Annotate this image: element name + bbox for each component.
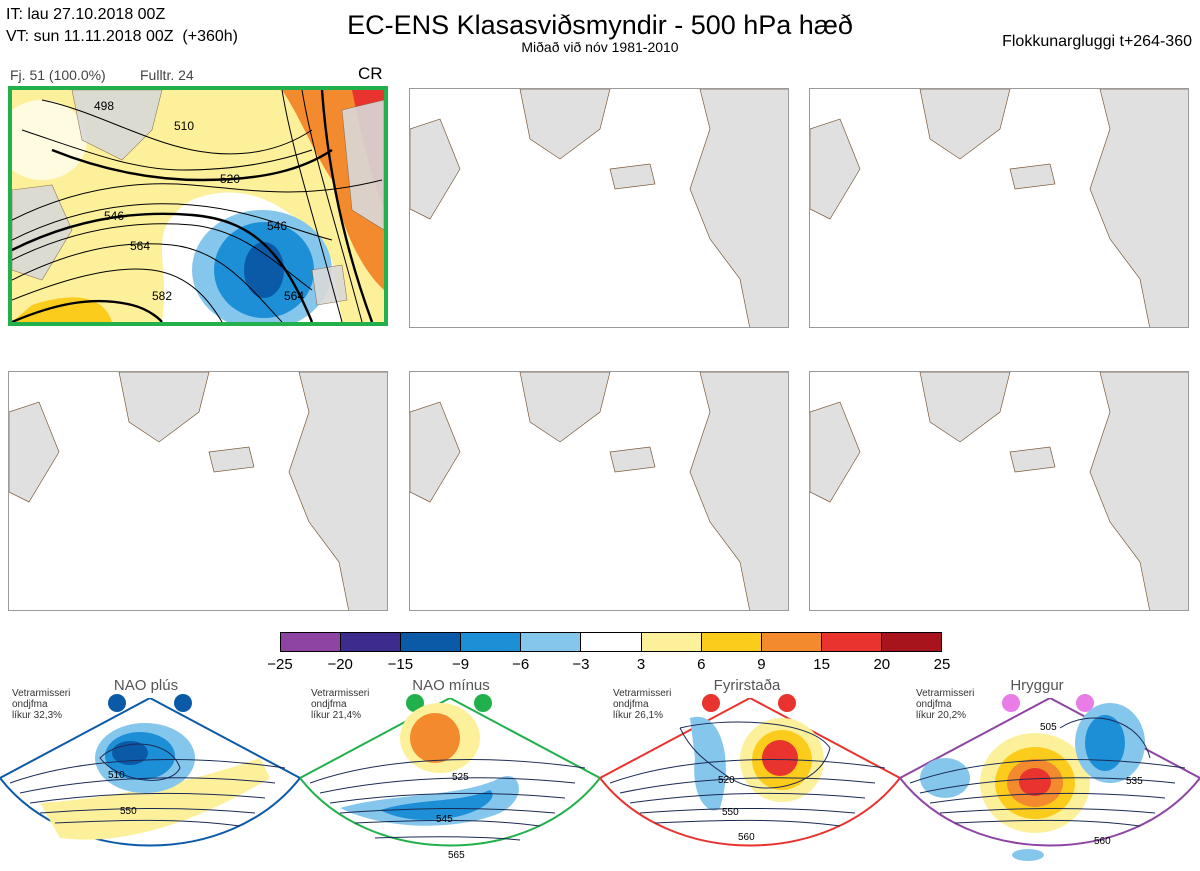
regime-dot [406,694,424,712]
cluster-map-panel[interactable]: 510 520 546 546 564 582 564 498 [8,86,388,326]
contour-label: 546 [104,209,124,223]
regime-title-blocking: Fyrirstaða [713,677,781,694]
colorbar-tick-label: 25 [933,656,951,673]
empty-map-panel [409,371,789,611]
colorbar-segment [821,633,882,651]
contour-label: 525 [452,772,469,783]
colorbar-tick-label: −9 [451,656,470,673]
contour-label: 510 [108,770,125,781]
regime-code: CR [358,64,383,83]
regime-note: Vetrarmisseri ondjfma líkur 20,2% [916,688,975,721]
contour-label: 505 [1040,722,1057,733]
regime-note: Vetrarmisseri ondjfma líkur 26,1% [613,688,672,721]
land-outline-map [810,89,1188,327]
contour-label: 510 [174,119,194,133]
colorbar-tick-label: −15 [387,656,414,673]
issue-time: IT: lau 27.10.2018 00Z [6,6,166,23]
colorbar-segment [521,633,582,651]
empty-map-panel [809,371,1189,611]
regime-map-nao-minus: 525 545 565 [300,698,600,861]
colorbar-tick-label: −20 [327,656,353,673]
colorbar-segment [581,633,642,651]
contour-label: 520 [220,172,240,186]
contour-label: 560 [1094,836,1111,847]
regime-title-nao-minus: NAO mínus [412,677,490,694]
contour-label: 546 [267,219,287,233]
regime-title-ridge: Hryggur [1010,677,1064,694]
cluster-anomaly-map: 510 520 546 546 564 582 564 498 [12,90,384,322]
page-subtitle: Miðað við nóv 1981-2010 [521,39,679,55]
anomaly-colorbar [280,632,942,652]
regime-dot [1076,694,1094,712]
contour-label: 520 [718,775,735,786]
colorbar-tick-label: −3 [572,656,590,673]
empty-map-panel [8,371,388,611]
colorbar-tick-label: 6 [697,656,706,673]
empty-map-panel [409,88,789,328]
regime-map-ridge: 505 535 560 [900,698,1200,861]
colorbar-tick-label: 3 [636,656,646,673]
colorbar-segment [761,633,822,651]
page-title: EC-ENS Klasasviðsmyndir - 500 hPa hæð [347,10,853,40]
regime-map-nao-plus: 510 550 [0,698,300,847]
regime-dot [174,694,192,712]
colorbar-tick-label: 20 [873,656,891,673]
regime-dot [778,694,796,712]
contour-label: 498 [94,99,114,113]
member-count: Fj. 51 (100.0%) [10,67,106,83]
colorbar-segment [401,633,462,651]
regime-note: Vetrarmisseri ondjfma líkur 32,3% [12,688,71,721]
land-outline-map [810,372,1188,610]
contour-label: 564 [284,289,304,303]
contour-label: 550 [120,806,137,817]
land-outline-map [9,372,387,610]
contour-label: 565 [448,850,465,861]
representative-member: Fulltr. 24 [140,67,194,83]
colorbar-tick-label: −25 [267,656,293,673]
regime-dot [702,694,720,712]
colorbar-segment [881,633,942,651]
regime-note: Vetrarmisseri ondjfma líkur 21,4% [311,688,370,721]
classification-window: Flokkunargluggi t+264-360 [1002,33,1192,50]
contour-label: 535 [1126,776,1143,787]
contour-label: 550 [722,807,739,818]
contour-label: 582 [152,289,172,303]
land-outline-map [410,372,788,610]
contour-label: 564 [130,239,150,253]
valid-time: VT: sun 11.11.2018 00Z (+360h) [6,28,239,45]
contour-label: 560 [738,832,755,843]
regime-dot [1002,694,1020,712]
colorbar-segment [641,633,702,651]
colorbar-segment [281,633,342,651]
regime-dot [474,694,492,712]
regime-title-nao-plus: NAO plús [113,677,179,694]
colorbar-tick-label: −6 [512,656,530,673]
regime-dot [108,694,126,712]
land-outline-map [410,89,788,327]
empty-map-panel [809,88,1189,328]
contour-label: 545 [436,814,453,825]
colorbar-segment [701,633,762,651]
colorbar-tick-label: 15 [813,656,830,673]
colorbar-tick-label: 9 [757,656,766,673]
colorbar-segment [341,633,402,651]
regime-map-blocking: 520 550 560 [600,698,900,847]
colorbar-segment [461,633,522,651]
